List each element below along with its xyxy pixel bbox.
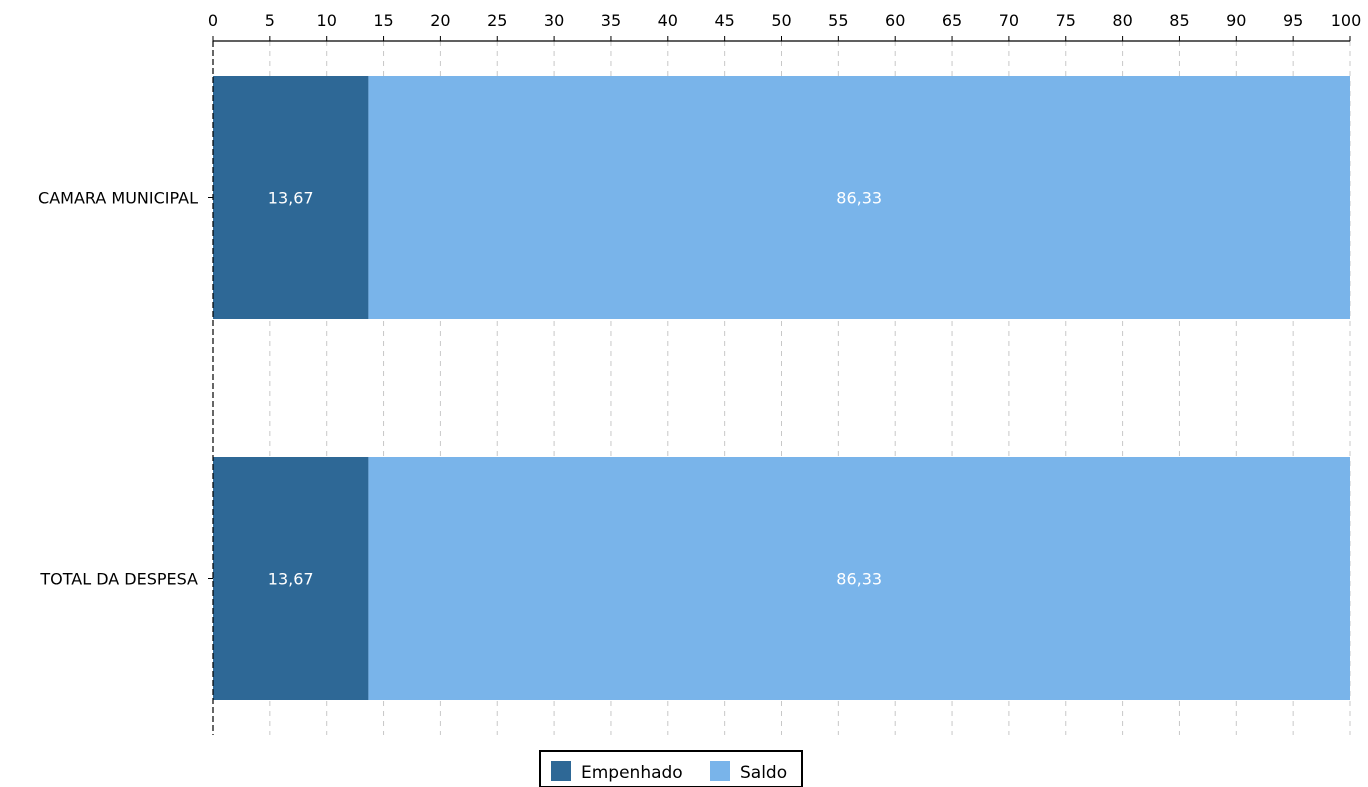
x-tick-label-10: 10 xyxy=(317,11,337,30)
x-tick-label-75: 75 xyxy=(1056,11,1076,30)
x-tick-label-85: 85 xyxy=(1169,11,1189,30)
x-tick-label-70: 70 xyxy=(999,11,1019,30)
x-tick-label-50: 50 xyxy=(771,11,791,30)
legend: Empenhado Saldo xyxy=(539,750,803,787)
bar-saldo-0 xyxy=(368,76,1351,319)
bar-value-label-saldo-1: 86,33 xyxy=(836,570,882,589)
axis-layer: CAMARA MUNICIPAL TOTAL DA DESPESA 0 5 10 15 20… xyxy=(38,11,1361,735)
x-tick-label-40: 40 xyxy=(658,11,678,30)
x-tick-label-60: 60 xyxy=(885,11,905,30)
x-tick-label-95: 95 xyxy=(1283,11,1303,30)
x-tick-label-35: 35 xyxy=(601,11,621,30)
x-tick-label-80: 80 xyxy=(1112,11,1132,30)
bar-value-label-saldo-0: 86,33 xyxy=(836,189,882,208)
legend-swatch-saldo xyxy=(710,761,730,781)
x-tick-label-55: 55 xyxy=(828,11,848,30)
x-tick-label-0: 0 xyxy=(208,11,218,30)
category-label-0: CAMARA MUNICIPAL xyxy=(38,189,198,208)
legend-label-empenhado: Empenhado xyxy=(581,763,683,783)
bar-value-label-empenhado-1: 13,67 xyxy=(268,570,314,589)
legend-box xyxy=(539,750,803,787)
bar-empenhado-1 xyxy=(213,457,369,700)
x-tick-label-100: 100 xyxy=(1331,11,1362,30)
x-tick-label-90: 90 xyxy=(1226,11,1246,30)
x-tick-label-45: 45 xyxy=(714,11,734,30)
x-tick-label-30: 30 xyxy=(544,11,564,30)
legend-label-saldo: Saldo xyxy=(740,763,787,783)
x-tick-label-5: 5 xyxy=(265,11,275,30)
bars-layer: 13,67 86,33 13,67 86,33 xyxy=(213,76,1351,700)
x-tick-label-25: 25 xyxy=(487,11,507,30)
legend-swatch-empenhado xyxy=(551,761,571,781)
category-label-1: TOTAL DA DESPESA xyxy=(39,570,198,589)
x-tick-label-15: 15 xyxy=(373,11,393,30)
x-tick-label-65: 65 xyxy=(942,11,962,30)
bar-saldo-1 xyxy=(368,457,1351,700)
bar-empenhado-0 xyxy=(213,76,369,319)
bar-value-label-empenhado-0: 13,67 xyxy=(268,189,314,208)
x-tick-label-20: 20 xyxy=(430,11,450,30)
